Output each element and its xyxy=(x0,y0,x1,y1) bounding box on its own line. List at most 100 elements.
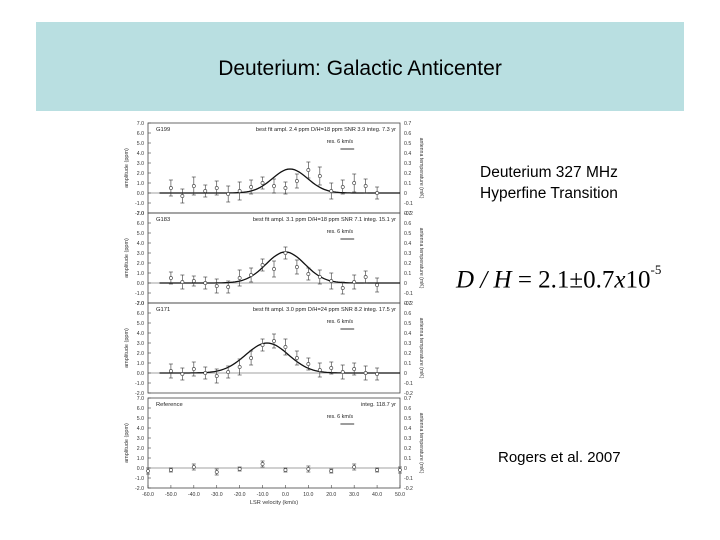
y-tick-label-right: 0.1 xyxy=(404,456,411,462)
data-point xyxy=(340,185,345,189)
y-tick-label: -1.0 xyxy=(135,476,144,482)
y-tick-label-right: -0.2 xyxy=(404,211,413,217)
y-axis-label-left: amplitude (ppm) xyxy=(124,328,130,368)
y-tick-label: 7.0 xyxy=(137,211,144,217)
y-tick-label-right: 0.6 xyxy=(404,221,411,227)
y-tick-label: -2.0 xyxy=(135,486,144,492)
y-tick-label-right: 0.2 xyxy=(404,261,411,267)
dh-equation: D / H = 2.1±0.7x10-5 xyxy=(456,262,661,294)
x-tick-label: 0.0 xyxy=(282,492,289,498)
panel-annotation: best fit ampl. 3.0 ppm D/H=24 ppm SNR 8.… xyxy=(253,307,396,313)
data-point xyxy=(295,265,299,269)
x-tick-label: -40.0 xyxy=(188,492,200,498)
y-tick-label-right: -0.1 xyxy=(404,476,413,482)
y-tick-label: 4.0 xyxy=(137,241,144,247)
y-tick-label: 1.0 xyxy=(137,181,144,187)
y-tick-label: -1.0 xyxy=(135,381,144,387)
resolution-label: res. 6 km/s xyxy=(327,229,354,235)
data-point xyxy=(306,362,311,366)
eq-times: x xyxy=(614,266,626,294)
eq-error: 0.7 xyxy=(583,266,615,294)
y-tick-label: 2.0 xyxy=(137,446,144,452)
data-point xyxy=(340,370,345,374)
y-axis-label-right: antenna temperature (mK) xyxy=(418,413,424,474)
data-point xyxy=(180,280,185,284)
y-tick-label: -1.0 xyxy=(135,201,144,207)
y-tick-label-right: -0.2 xyxy=(404,301,413,307)
x-axis-label: LSR velocity (km/s) xyxy=(250,500,298,506)
fit-curve xyxy=(159,342,400,374)
y-tick-label-right: 0.7 xyxy=(404,396,411,402)
data-point xyxy=(306,272,311,276)
y-tick-label-right: -0.1 xyxy=(404,381,413,387)
data-point xyxy=(329,279,334,283)
data-point xyxy=(375,372,379,376)
y-tick-label: 3.0 xyxy=(137,436,144,442)
y-tick-label-right: 0.4 xyxy=(404,241,411,247)
data-point xyxy=(169,468,173,472)
data-point xyxy=(203,189,208,193)
y-tick-label: 7.0 xyxy=(137,396,144,402)
y-tick-label-right: 0.7 xyxy=(404,301,411,307)
y-tick-label: -2.0 xyxy=(135,391,144,397)
resolution-label: res. 6 km/s xyxy=(327,414,354,420)
x-tick-label: 20.0 xyxy=(326,492,336,498)
y-tick-label: 1.0 xyxy=(137,271,144,277)
y-tick-label: 0.0 xyxy=(137,191,144,197)
data-point xyxy=(237,276,242,280)
data-point xyxy=(306,467,311,471)
data-point xyxy=(260,181,265,185)
panel-reference: 7.0 0.7 6.0 0.6 5.0 0.5 4.0 0.4 3.0 0.3 2.0 0.2 1.0 0… xyxy=(124,396,424,492)
y-axis-label-left: amplitude (ppm) xyxy=(124,238,130,278)
y-tick-label: 5.0 xyxy=(137,321,144,327)
data-point xyxy=(317,275,322,279)
y-tick-label: 3.0 xyxy=(137,341,144,347)
x-tick-label: -30.0 xyxy=(211,492,223,498)
data-point xyxy=(352,181,357,185)
panel-source-label: Reference xyxy=(156,402,183,408)
data-point xyxy=(283,468,288,472)
data-point xyxy=(249,356,253,360)
y-tick-label-right: -0.2 xyxy=(404,391,413,397)
slide-title: Deuterium: Galactic Anticenter xyxy=(218,57,502,80)
y-tick-label: 6.0 xyxy=(137,406,144,412)
y-tick-label-right: -0.1 xyxy=(404,291,413,297)
data-point xyxy=(375,468,379,472)
y-tick-label-right: 0.3 xyxy=(404,436,411,442)
data-point xyxy=(329,366,334,370)
y-tick-label-right: 0.5 xyxy=(404,416,411,422)
y-tick-label-right: 0 xyxy=(404,371,407,377)
data-point xyxy=(363,275,368,279)
y-tick-label: -2.0 xyxy=(135,211,144,217)
data-point xyxy=(352,367,357,371)
data-point xyxy=(249,273,253,277)
data-point xyxy=(237,467,242,471)
x-tick-label: 50.0 xyxy=(395,492,405,498)
x-tick-label: 30.0 xyxy=(349,492,359,498)
data-point xyxy=(260,263,265,267)
panel-source-label: G171 xyxy=(156,307,170,313)
panel-annotation: best fit ampl. 3.1 ppm D/H=18 ppm SNR 7.… xyxy=(253,217,396,223)
panel-g199: 7.0 0.7 6.0 0.6 5.0 0.5 4.0 0.4 3.0 0.3 2.0 0.2 1.0 0… xyxy=(124,121,424,217)
data-point xyxy=(340,286,345,290)
transition-note-line1: Deuterium 327 MHz xyxy=(480,164,618,181)
x-tick-label: 40.0 xyxy=(372,492,382,498)
y-tick-label: 7.0 xyxy=(137,301,144,307)
data-point xyxy=(317,174,322,178)
data-point xyxy=(191,367,196,371)
y-tick-label: 4.0 xyxy=(137,426,144,432)
data-point xyxy=(169,276,173,280)
data-point xyxy=(306,168,311,172)
eq-value: 2.1 xyxy=(538,266,570,294)
data-point xyxy=(295,356,299,360)
y-tick-label: 5.0 xyxy=(137,231,144,237)
y-tick-label: 3.0 xyxy=(137,251,144,257)
data-point xyxy=(169,186,173,190)
data-point xyxy=(352,280,357,284)
data-point xyxy=(329,189,334,193)
y-tick-label: 0.0 xyxy=(137,281,144,287)
data-point xyxy=(226,192,231,196)
fit-curve xyxy=(159,168,400,194)
data-point xyxy=(398,468,402,472)
y-tick-label: 7.0 xyxy=(137,121,144,127)
